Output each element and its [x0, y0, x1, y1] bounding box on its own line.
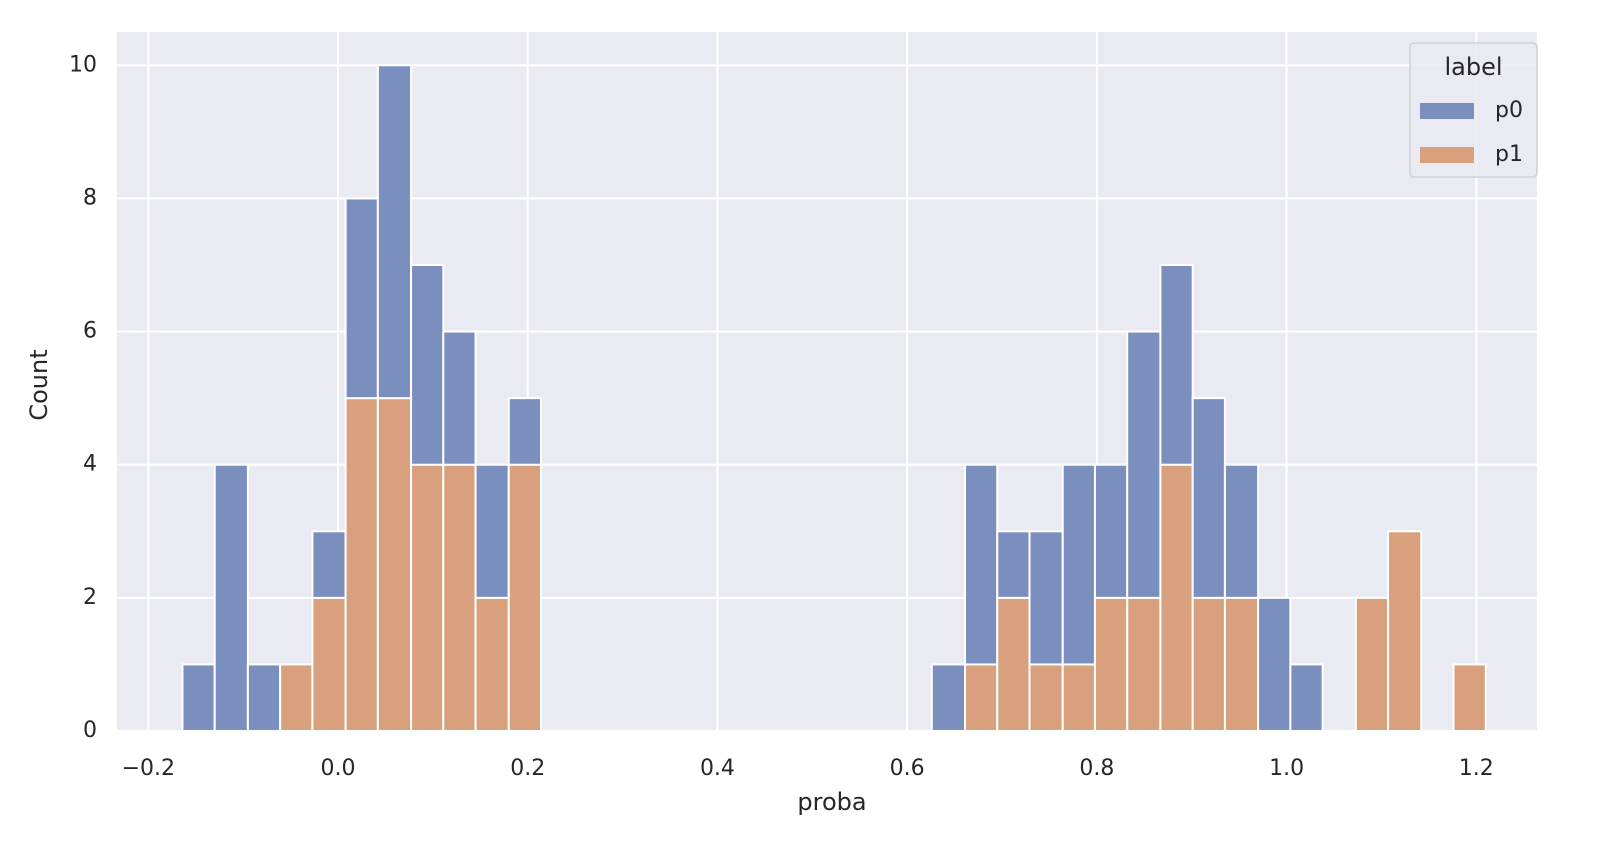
bar — [1191, 397, 1226, 599]
legend-title: label — [1444, 53, 1502, 81]
bar — [1061, 663, 1096, 733]
bar — [1223, 596, 1260, 732]
bar — [1191, 596, 1226, 732]
bar — [964, 663, 999, 733]
bar — [246, 663, 282, 733]
y-tick-label: 8 — [83, 185, 97, 210]
x-tick-label: 0.0 — [321, 756, 356, 781]
bar — [1257, 596, 1292, 732]
bar — [181, 663, 216, 733]
bar — [1387, 530, 1423, 732]
bar — [1093, 596, 1129, 732]
x-tick-label: 1.0 — [1269, 756, 1304, 781]
y-tick-label: 2 — [83, 585, 97, 610]
bar — [1061, 463, 1096, 666]
bar — [1126, 330, 1162, 599]
bar — [410, 264, 445, 466]
bar — [376, 64, 413, 400]
bar — [996, 596, 1031, 732]
bar — [442, 463, 477, 732]
x-tick-label: −0.2 — [122, 756, 175, 781]
bar — [1354, 596, 1390, 732]
legend: label p0 p1 — [1409, 42, 1538, 178]
bar — [1452, 663, 1487, 733]
x-tick-label: 1.2 — [1459, 756, 1494, 781]
y-axis-label: Count — [25, 349, 53, 420]
x-tick-label: 0.4 — [700, 756, 735, 781]
x-tick-label: 0.8 — [1079, 756, 1114, 781]
y-tick-label: 0 — [83, 718, 97, 743]
bar — [344, 397, 379, 732]
bar — [1223, 463, 1260, 599]
bar — [1159, 264, 1194, 466]
bar — [442, 330, 477, 466]
bar — [344, 197, 379, 400]
bar — [507, 463, 543, 732]
bar — [1126, 596, 1162, 732]
bar — [507, 397, 543, 466]
y-tick-label: 6 — [83, 319, 97, 344]
bar — [213, 463, 249, 732]
bar — [1028, 530, 1064, 666]
bar — [311, 530, 347, 599]
bar — [1093, 463, 1129, 599]
bar — [1028, 663, 1064, 733]
bar — [311, 596, 347, 732]
bar — [1159, 463, 1194, 732]
x-tick-label: 0.2 — [510, 756, 545, 781]
x-tick-label: 0.6 — [890, 756, 925, 781]
bar — [996, 530, 1031, 599]
y-tick-label: 10 — [69, 52, 97, 77]
legend-label: p0 — [1495, 98, 1523, 123]
bars — [181, 64, 1487, 733]
legend-label: p1 — [1495, 142, 1523, 167]
bar — [964, 463, 999, 666]
bar — [279, 663, 314, 733]
legend-swatch — [1420, 147, 1474, 163]
bar — [930, 663, 967, 733]
bar — [410, 463, 445, 732]
bar — [474, 463, 510, 599]
bar — [474, 596, 510, 732]
legend-swatch — [1420, 103, 1474, 119]
x-axis-label: proba — [797, 788, 866, 816]
bar — [1289, 663, 1324, 733]
bar — [376, 397, 413, 732]
y-tick-label: 4 — [83, 452, 97, 477]
